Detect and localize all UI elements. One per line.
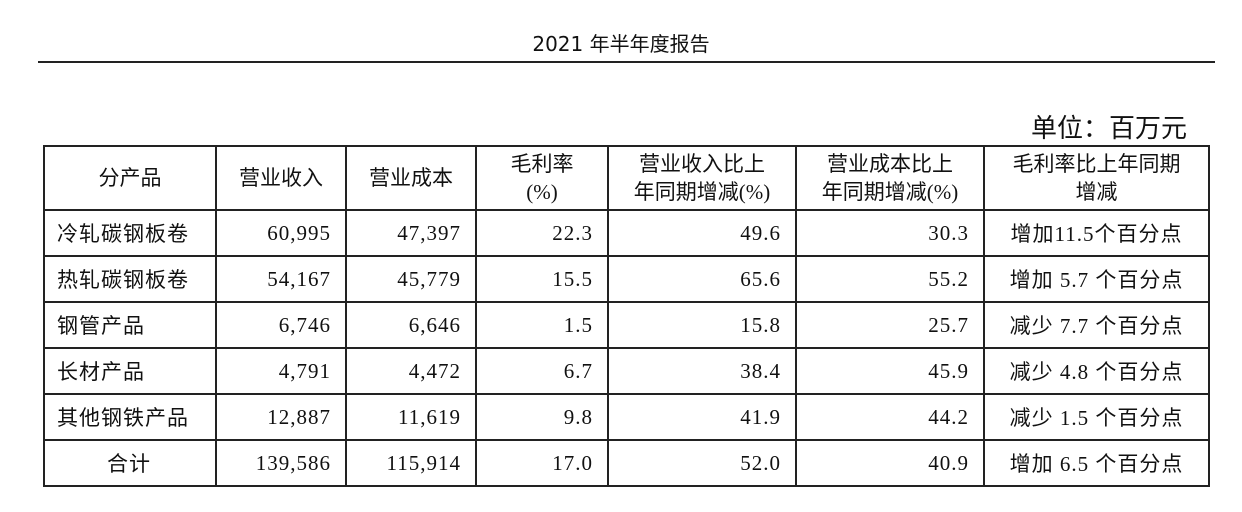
- table-row: 钢管产品 6,746 6,646 1.5 15.8 25.7 减少 7.7 个百分点: [43, 301, 1210, 349]
- table-cell: 11,619: [345, 393, 477, 441]
- table-cell: 54,167: [215, 255, 347, 303]
- table-cell: 38.4: [607, 347, 797, 395]
- table-row: 其他钢铁产品 12,887 11,619 9.8 41.9 44.2 减少 1.5 个百分点: [43, 393, 1210, 441]
- table-cell: 1.5: [475, 301, 609, 349]
- column-header: 营业成本: [345, 145, 477, 211]
- table-cell: 6,646: [345, 301, 477, 349]
- table-cell: 4,791: [215, 347, 347, 395]
- table-cell: 41.9: [607, 393, 797, 441]
- table-cell: 60,995: [215, 209, 347, 257]
- table-cell: 12,887: [215, 393, 347, 441]
- table-cell: 6.7: [475, 347, 609, 395]
- table-cell: 22.3: [475, 209, 609, 257]
- table-cell: 增加11.5个百分点: [983, 209, 1210, 257]
- column-header: 营业收入: [215, 145, 347, 211]
- table-cell: 45.9: [795, 347, 985, 395]
- column-header: 毛利率 (%): [475, 145, 609, 211]
- table-cell: 长材产品: [43, 347, 217, 395]
- table-cell: 合计: [43, 439, 217, 487]
- table-cell: 65.6: [607, 255, 797, 303]
- table-cell: 139,586: [215, 439, 347, 487]
- table-cell: 减少 7.7 个百分点: [983, 301, 1210, 349]
- title-rule: [38, 61, 1215, 63]
- header-row: 分产品 营业收入 营业成本 毛利率 (%) 营业收入比上 年同期增减(%) 营业成本比上 …: [43, 145, 1210, 211]
- column-header: 营业成本比上 年同期增减(%): [795, 145, 985, 211]
- table-cell: 减少 1.5 个百分点: [983, 393, 1210, 441]
- table-cell: 40.9: [795, 439, 985, 487]
- unit-label: 单位：百万元: [1030, 114, 1187, 143]
- table-cell: 减少 4.8 个百分点: [983, 347, 1210, 395]
- table-cell: 52.0: [607, 439, 797, 487]
- table-cell: 30.3: [795, 209, 985, 257]
- table-row: 长材产品 4,791 4,472 6.7 38.4 45.9 减少 4.8 个百分点: [43, 347, 1210, 395]
- table-row: 热轧碳钢板卷 54,167 45,779 15.5 65.6 55.2 增加 5.7 个百分…: [43, 255, 1210, 303]
- table-cell: 15.5: [475, 255, 609, 303]
- table-cell: 44.2: [795, 393, 985, 441]
- column-header: 分产品: [43, 145, 217, 211]
- table-cell: 9.8: [475, 393, 609, 441]
- table-cell: 15.8: [607, 301, 797, 349]
- table-cell: 25.7: [795, 301, 985, 349]
- table-row: 合计 139,586 115,914 17.0 52.0 40.9 增加 6.5 个百分点: [43, 439, 1210, 487]
- table-cell: 55.2: [795, 255, 985, 303]
- table-cell: 4,472: [345, 347, 477, 395]
- product-table: 分产品 营业收入 营业成本 毛利率 (%) 营业收入比上 年同期增减(%) 营业成本比上 …: [43, 145, 1210, 487]
- table-cell: 冷轧碳钢板卷: [43, 209, 217, 257]
- table-cell: 增加 5.7 个百分点: [983, 255, 1210, 303]
- table-cell: 49.6: [607, 209, 797, 257]
- table-cell: 钢管产品: [43, 301, 217, 349]
- table-cell: 其他钢铁产品: [43, 393, 217, 441]
- column-header: 营业收入比上 年同期增减(%): [607, 145, 797, 211]
- table-cell: 45,779: [345, 255, 477, 303]
- table-cell: 6,746: [215, 301, 347, 349]
- table-cell: 热轧碳钢板卷: [43, 255, 217, 303]
- table-cell: 115,914: [345, 439, 477, 487]
- table-cell: 增加 6.5 个百分点: [983, 439, 1210, 487]
- table-cell: 47,397: [345, 209, 477, 257]
- column-header: 毛利率比上年同期 增减: [983, 145, 1210, 211]
- table-row: 冷轧碳钢板卷 60,995 47,397 22.3 49.6 30.3 增加11.5个百分点: [43, 209, 1210, 257]
- report-title: 2021 年半年度报告: [532, 32, 710, 56]
- table-cell: 17.0: [475, 439, 609, 487]
